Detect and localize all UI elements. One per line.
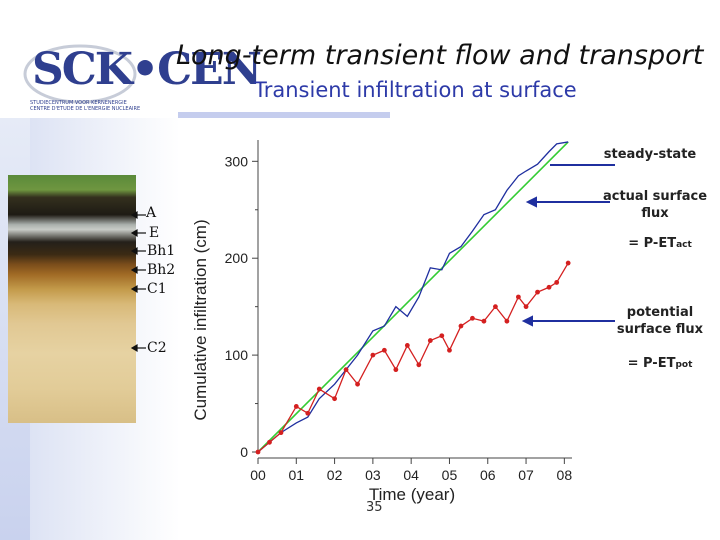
series-line-steady-state — [257, 141, 569, 453]
actual-flux-line2: flux — [641, 206, 669, 221]
soil-profile-photo — [8, 175, 136, 423]
potential-eq-sub: pot — [675, 360, 693, 370]
potential-point — [343, 367, 349, 373]
potential-flux-label: potential surface flux — [600, 304, 720, 338]
potential-point — [515, 294, 521, 300]
actual-eq: = P-ET — [628, 236, 677, 251]
potential-point — [355, 381, 360, 387]
page-subtitle: Transient infiltration at surface — [254, 78, 577, 102]
potential-point — [504, 318, 510, 324]
title-underline — [178, 112, 390, 118]
potential-point — [439, 333, 445, 339]
potential-point — [565, 260, 571, 266]
x-tick-label: 07 — [518, 467, 534, 483]
potential-point — [332, 396, 337, 402]
horizon-arrows — [130, 210, 146, 353]
potential-point — [481, 318, 487, 324]
series-line-potential — [257, 262, 569, 453]
chart-series — [255, 141, 571, 455]
potential-point — [404, 343, 410, 348]
y-axis-label: Cumulative infiltration (cm) — [191, 219, 210, 420]
potential-point — [293, 404, 299, 409]
x-tick-label: 04 — [403, 467, 419, 483]
horizon-label-bh1: Bh1 — [147, 243, 176, 259]
potential-point — [546, 284, 552, 290]
steady-state-label: steady-state — [603, 147, 697, 162]
potential-point — [447, 347, 452, 353]
potential-point — [554, 280, 560, 285]
infiltration-chart: 0 100 200 300 00 01 02 03 04 05 06 07 08 Cumulative … — [191, 140, 573, 504]
horizon-label-bh2: Bh2 — [147, 262, 176, 278]
actual-flux-label: actual surface flux — [590, 188, 720, 222]
potential-point — [493, 304, 498, 310]
horizon-label-a: A — [146, 205, 157, 221]
actual-flux-arrowhead — [525, 196, 537, 208]
x-axis-label: Time (year) — [369, 485, 455, 504]
x-tick-label: 05 — [442, 467, 458, 483]
y-tick-label: 200 — [225, 250, 249, 266]
x-tick-label: 00 — [250, 467, 266, 483]
logo-text: SCK•CEN — [32, 44, 262, 95]
potential-flux-equation: = P-ETpot — [610, 356, 710, 371]
horizon-label-c2: C2 — [147, 340, 167, 356]
page-number: 35 — [366, 500, 383, 515]
x-tick-label: 08 — [557, 467, 573, 483]
potential-point — [370, 352, 376, 358]
x-tick-label: 01 — [289, 467, 305, 483]
potential-point — [255, 449, 261, 455]
potential-point — [458, 323, 464, 329]
potential-point — [393, 367, 399, 373]
chart-axes: 0 100 200 300 00 01 02 03 04 05 06 07 08 — [225, 140, 573, 483]
x-tick-label: 03 — [365, 467, 381, 483]
potential-eq: = P-ET — [627, 356, 676, 371]
logo-swoosh — [23, 44, 137, 104]
potential-point — [278, 430, 284, 436]
potential-point — [470, 315, 475, 321]
potential-flux-arrowhead — [521, 315, 533, 327]
potential-flux-line2: surface flux — [616, 322, 704, 337]
potential-flux-line1: potential — [626, 305, 694, 320]
potential-point — [535, 289, 540, 295]
horizon-label-e: E — [149, 225, 160, 241]
x-tick-label: 02 — [327, 467, 343, 483]
horizon-label-c1: C1 — [147, 281, 167, 297]
potential-point — [523, 304, 529, 310]
page-title: Long-term transient flow and transport — [176, 40, 704, 71]
actual-flux-equation: = P-ETact — [610, 236, 710, 251]
potential-point — [305, 410, 311, 416]
actual-flux-line1: actual surface — [602, 189, 708, 204]
potential-point — [316, 386, 322, 392]
x-tick-label: 06 — [480, 467, 496, 483]
y-tick-label: 0 — [240, 444, 248, 460]
potential-point — [416, 362, 422, 368]
y-tick-label: 300 — [225, 153, 249, 169]
series-line-actual — [257, 141, 569, 453]
potential-point — [427, 338, 433, 343]
logo-subtext: STUDIECENTRUM VOOR KERNENERGIE CENTRE D'E… — [30, 100, 141, 112]
potential-point — [267, 439, 272, 445]
y-tick-label: 100 — [225, 347, 249, 363]
potential-point — [381, 347, 387, 353]
actual-eq-sub: act — [676, 240, 692, 250]
annotation-pointers — [521, 164, 615, 327]
